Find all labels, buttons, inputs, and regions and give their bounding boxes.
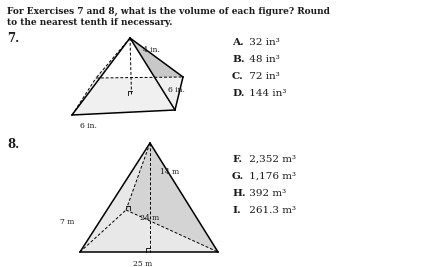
Text: C.: C.	[232, 72, 244, 81]
Polygon shape	[130, 38, 183, 110]
Text: 7.: 7.	[7, 32, 19, 45]
Polygon shape	[126, 143, 218, 252]
Text: to the nearest tenth if necessary.: to the nearest tenth if necessary.	[7, 18, 173, 27]
Text: 144 in³: 144 in³	[246, 89, 286, 98]
Text: A.: A.	[232, 38, 244, 47]
Text: 2,352 m³: 2,352 m³	[246, 155, 296, 164]
Text: 4 in.: 4 in.	[143, 46, 160, 54]
Text: 32 in³: 32 in³	[246, 38, 280, 47]
Text: 8.: 8.	[7, 138, 19, 151]
Polygon shape	[72, 77, 183, 115]
Text: 6 in.: 6 in.	[80, 122, 97, 130]
Text: 24 m: 24 m	[140, 214, 159, 222]
Text: 261.3 m³: 261.3 m³	[246, 206, 296, 215]
Text: I.: I.	[232, 206, 241, 215]
Text: H.: H.	[232, 189, 246, 198]
Text: 72 in³: 72 in³	[246, 72, 280, 81]
Text: 392 m³: 392 m³	[246, 189, 286, 198]
Text: 6 in.: 6 in.	[168, 86, 185, 94]
Text: B.: B.	[232, 55, 244, 64]
Text: G.: G.	[232, 172, 244, 181]
Polygon shape	[72, 38, 130, 115]
Text: 48 in³: 48 in³	[246, 55, 280, 64]
Text: 7 m: 7 m	[60, 218, 74, 226]
Text: F.: F.	[232, 155, 242, 164]
Polygon shape	[80, 143, 218, 252]
Text: D.: D.	[232, 89, 244, 98]
Text: 14 m: 14 m	[160, 168, 179, 176]
Text: 1,176 m³: 1,176 m³	[246, 172, 296, 181]
Text: For Exercises 7 and 8, what is the volume of each figure? Round: For Exercises 7 and 8, what is the volum…	[7, 7, 330, 16]
Text: 25 m: 25 m	[133, 260, 152, 267]
